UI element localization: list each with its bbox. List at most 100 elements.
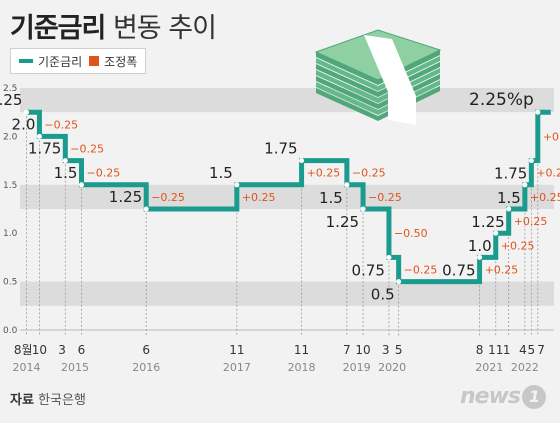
change-point — [477, 254, 483, 260]
source-label: 자료 — [10, 393, 34, 408]
y-axis: 0.0 0.5 1.0 1.5 2.0 2.5 — [3, 84, 18, 336]
x-month-label: 3 — [58, 343, 66, 357]
x-month-label: 10 — [32, 343, 47, 357]
paper-band — [364, 35, 416, 125]
change-label: −0.25 — [86, 167, 120, 180]
source-name: 한국은행 — [38, 393, 86, 408]
change-label: +0.25 — [536, 167, 560, 180]
bill-edge — [316, 74, 440, 109]
x-month-label: 4 — [519, 343, 527, 357]
x-year-label: 2021 — [475, 361, 503, 374]
chart-title-light: 변동 추이 — [112, 13, 217, 44]
rate-label: 1.5 — [209, 164, 233, 182]
x-month-label: 7 — [537, 343, 545, 357]
change-point — [506, 206, 512, 212]
change-label: +0.25 — [242, 191, 276, 204]
x-month-label: 7 — [343, 343, 351, 357]
change-point — [23, 109, 29, 115]
change-point — [78, 182, 84, 188]
y-tick-label: 1.0 — [3, 229, 18, 239]
x-year-label: 2018 — [288, 361, 316, 374]
x-month-label: 6 — [78, 343, 86, 357]
rate-line — [23, 109, 551, 285]
change-label: +0.25 — [514, 215, 548, 228]
change-label: −0.25 — [352, 167, 386, 180]
change-label: −0.25 — [368, 191, 402, 204]
rate-label: 1.0 — [468, 237, 492, 255]
change-point — [36, 133, 42, 139]
x-year-label: 2014 — [12, 361, 40, 374]
legend-change-label: 조정폭 — [104, 54, 138, 69]
x-year-label: 2016 — [132, 361, 160, 374]
y-tick-label: 0.0 — [3, 326, 18, 336]
change-point — [234, 182, 240, 188]
rate-label: 0.75 — [352, 261, 385, 279]
rate-label: 0.75 — [442, 261, 475, 279]
x-year-label: 2020 — [378, 361, 406, 374]
bill-edge — [316, 80, 440, 115]
rate-label: 0.5 — [371, 286, 395, 304]
news1-logo: news 1 — [460, 384, 546, 409]
change-point — [299, 158, 305, 164]
x-year-label: 2015 — [61, 361, 89, 374]
x-month-label: 8월 — [14, 343, 33, 357]
rate-label: 1.75 — [494, 165, 527, 183]
rate-label: 1.25 — [109, 188, 142, 206]
legend: 기준금리 조정폭 — [10, 48, 147, 74]
change-label: −0.50 — [394, 227, 428, 240]
change-point — [386, 254, 392, 260]
rate-label: 1.75 — [264, 140, 297, 158]
grid-band — [20, 281, 554, 306]
change-label: +0.25 — [501, 239, 535, 252]
source-note: 자료 한국은행 — [10, 389, 86, 408]
x-month-label: 1 — [503, 343, 511, 357]
change-label: −0.25 — [151, 191, 185, 204]
y-tick-label: 1.5 — [3, 181, 17, 191]
change-point — [396, 279, 402, 285]
rate-label: 2.25 — [0, 91, 22, 109]
x-month-label: 5 — [528, 343, 536, 357]
y-tick-label: 0.5 — [3, 278, 17, 288]
chart-title-bold: 기준금리 — [10, 13, 106, 44]
rate-label: 1.5 — [54, 164, 78, 182]
change-label: −0.25 — [44, 118, 78, 131]
grid-bands — [20, 88, 554, 331]
bill-edge — [316, 68, 440, 103]
change-label: −0.25 — [404, 264, 438, 277]
x-year-label: 2017 — [223, 361, 251, 374]
change-point — [535, 109, 541, 115]
change-point — [493, 230, 499, 236]
rate-label: 1.5 — [319, 189, 343, 207]
change-label: −0.25 — [70, 143, 104, 156]
rate-label: 1.75 — [28, 140, 61, 158]
x-month-label: 6 — [142, 343, 150, 357]
x-month-label: 5 — [395, 343, 403, 357]
grid-band — [20, 184, 554, 209]
y-tick-label: 2.0 — [3, 132, 18, 142]
x-month-label: 11 — [294, 343, 309, 357]
change-point — [62, 158, 68, 164]
x-year-label: 2022 — [511, 361, 539, 374]
change-point — [522, 182, 528, 188]
change-swatch — [89, 56, 100, 66]
change-label: +0.25 — [530, 191, 560, 204]
x-month-label: 3 — [382, 343, 390, 357]
rate-label: 1.25 — [471, 213, 504, 231]
change-label: +0.25 — [307, 167, 341, 180]
legend-rate-label: 기준금리 — [38, 54, 83, 69]
change-point — [360, 206, 366, 212]
rate-step-line — [26, 109, 551, 285]
rate-label: 2.25%p — [469, 90, 534, 110]
bill-edge — [316, 56, 440, 91]
legend-rate: 기준금리 — [19, 53, 82, 70]
change-label: +0.50%p — [543, 130, 560, 143]
change-point — [344, 182, 350, 188]
x-month-label: 11 — [229, 343, 244, 357]
bill-edge — [316, 62, 440, 97]
data-labels: 2.25 2.0 −0.25 1.75 −0.25 1.5 −0.25 1.25 −0.25 1.… — [0, 90, 560, 303]
rate-label: 2.0 — [12, 115, 36, 133]
x-month-label: 10 — [355, 343, 370, 357]
logo-text: news — [459, 384, 521, 409]
